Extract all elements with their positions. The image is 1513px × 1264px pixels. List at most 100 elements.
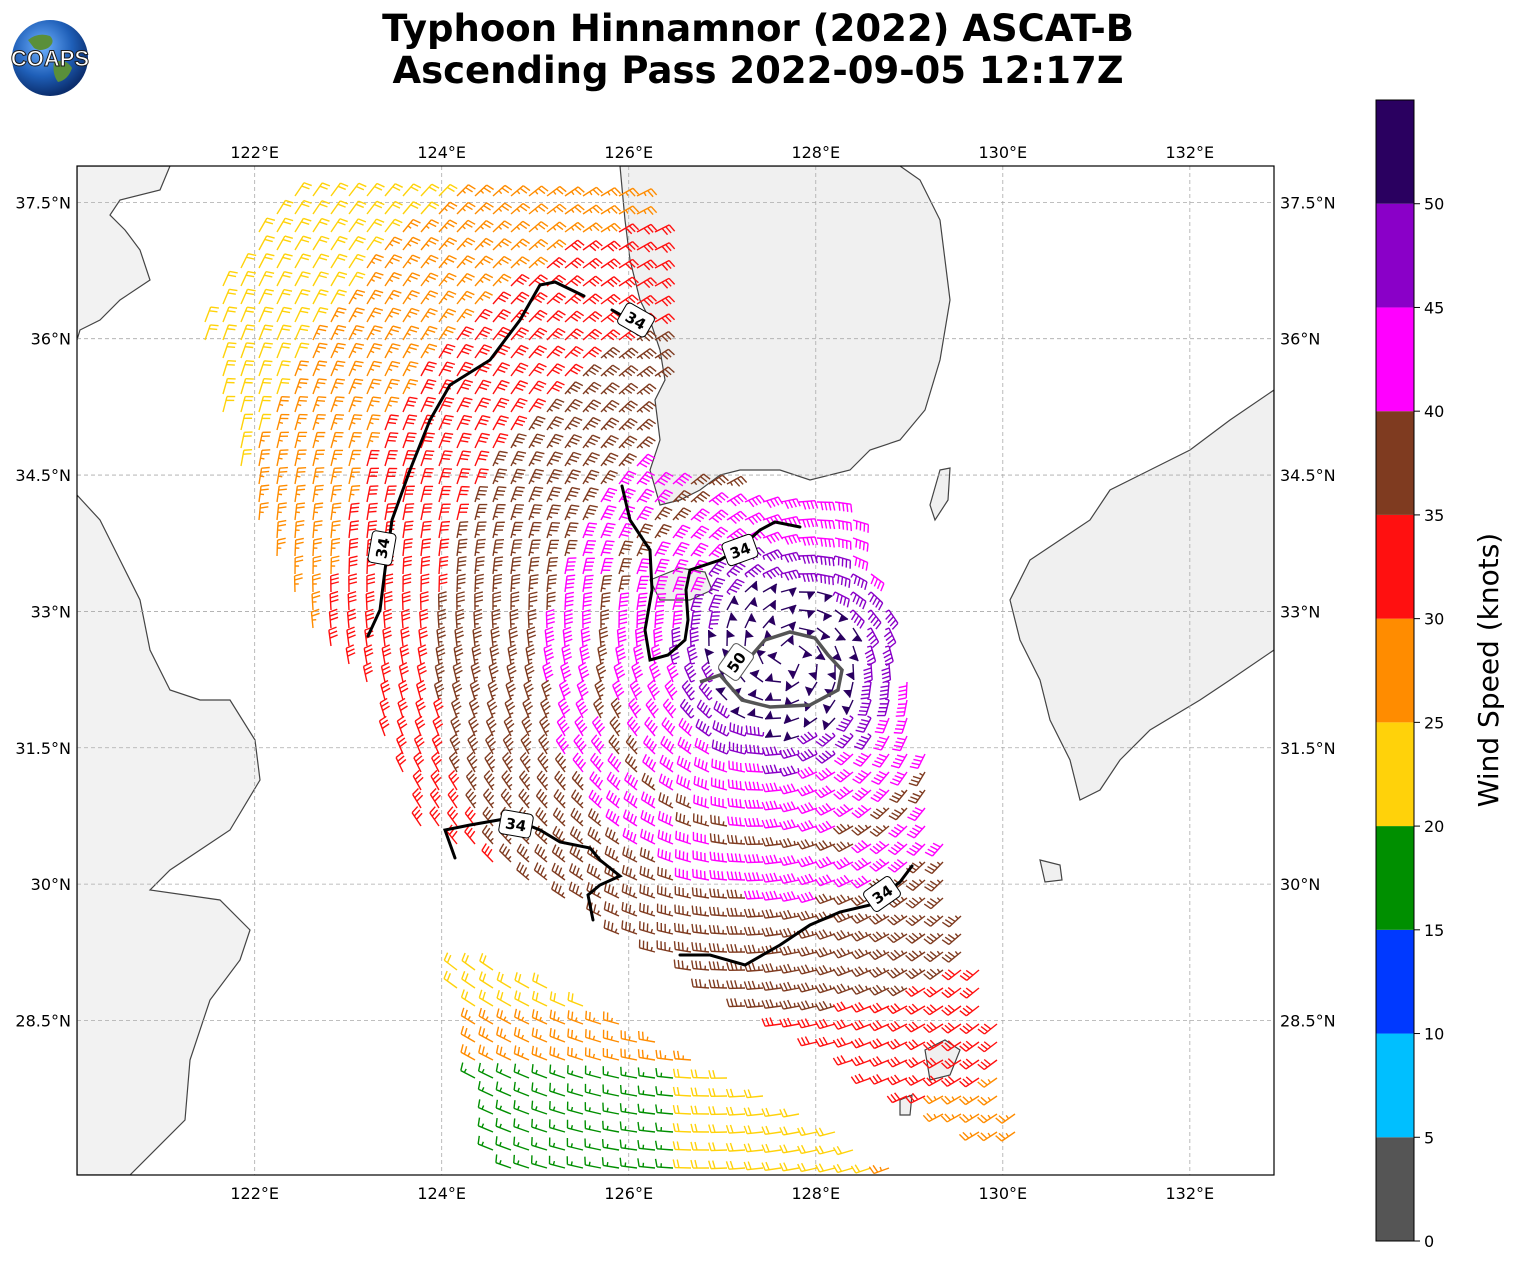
wind-barb — [222, 306, 238, 323]
wind-barb — [573, 734, 587, 755]
wind-barb — [402, 343, 419, 359]
wind-barb — [456, 450, 472, 467]
wind-barb — [778, 747, 800, 759]
wind-barb — [779, 855, 800, 867]
wind-barb — [657, 829, 674, 845]
wind-barb — [814, 820, 836, 834]
wind-barb — [762, 583, 778, 594]
wind-barb — [510, 185, 531, 197]
wind-barb — [618, 347, 639, 360]
wind-barb — [501, 770, 513, 791]
wind-barb — [546, 310, 566, 323]
wind-barb — [822, 699, 836, 714]
lon-tick-label-top: 126°E — [604, 143, 653, 162]
wind-barb — [276, 502, 287, 521]
wind-barb — [636, 401, 657, 413]
wind-barb — [420, 396, 436, 413]
wind-barb — [474, 486, 489, 503]
wind-barb — [366, 218, 385, 233]
wind-barb — [528, 574, 539, 593]
wind-barb — [395, 751, 407, 773]
wind-barb — [510, 202, 531, 215]
wind-barb — [893, 717, 908, 734]
wind-barb — [474, 591, 484, 611]
coaps-logo: COAPS — [10, 20, 90, 96]
lat-tick-label-left: 33°N — [31, 602, 71, 621]
colorbar-bin — [1376, 826, 1414, 930]
wind-barb — [822, 717, 836, 731]
wind-barb — [600, 399, 620, 413]
wind-barb — [586, 863, 602, 881]
wind-barb — [600, 204, 621, 215]
wind-barb — [582, 504, 598, 521]
wind-barb — [564, 522, 579, 539]
wind-barb — [348, 253, 366, 269]
wind-barb — [222, 377, 236, 395]
colorbar-tick-label: 20 — [1424, 817, 1444, 836]
wind-barb — [787, 663, 800, 679]
wind-barb — [492, 521, 505, 539]
wind-barb — [330, 467, 343, 485]
wind-barb — [542, 661, 554, 683]
wind-barb — [258, 324, 274, 341]
wind-barb — [864, 645, 877, 667]
lat-tick-label-right: 31.5°N — [1280, 739, 1336, 758]
wind-barb — [857, 698, 872, 716]
wind-barb — [474, 273, 494, 287]
wind-barb — [575, 697, 589, 719]
wind-barb — [456, 556, 467, 575]
wind-barb — [364, 608, 375, 629]
wind-barb — [474, 538, 486, 557]
wind-barb — [744, 580, 758, 593]
wind-barb — [814, 767, 836, 781]
wind-barb — [713, 700, 730, 719]
wind-barb — [294, 413, 308, 431]
wind-barb — [240, 360, 255, 377]
wind-barb — [258, 342, 273, 359]
wind-barb — [518, 788, 531, 809]
wind-barb — [554, 752, 567, 773]
wind-barb — [744, 762, 764, 773]
wind-barb — [851, 840, 872, 854]
wind-barb — [639, 865, 656, 881]
wind-barb — [402, 450, 417, 467]
wind-barb — [709, 851, 728, 863]
wind-barb — [798, 645, 813, 659]
wind-barb — [588, 789, 603, 809]
wind-barb — [726, 493, 748, 507]
wind-barb — [312, 324, 328, 341]
wind-barb — [546, 292, 566, 305]
lon-tick-label-top: 132°E — [1166, 143, 1215, 162]
wind-barb — [832, 841, 854, 853]
wind-barb — [330, 537, 341, 557]
wind-barb — [796, 766, 818, 779]
lat-tick-label-left: 28.5°N — [15, 1011, 71, 1030]
wind-barb — [744, 781, 764, 791]
wind-barb — [852, 537, 869, 552]
wind-barb — [456, 468, 471, 485]
wind-barb — [420, 290, 439, 305]
wind-barb — [879, 680, 890, 700]
wind-barb — [366, 307, 384, 323]
wind-barb — [485, 733, 496, 755]
wind-barb — [381, 644, 392, 665]
wind-barb — [636, 436, 656, 449]
wind-barb — [600, 522, 616, 539]
wind-barb — [796, 855, 818, 868]
wind-barb — [528, 521, 542, 539]
wind-barb — [860, 680, 872, 700]
wind-barb — [258, 235, 275, 251]
wind-barb — [431, 751, 442, 773]
wind-barb — [889, 789, 908, 804]
wind-barb — [618, 453, 637, 467]
wind-barb — [492, 202, 513, 215]
wind-barb — [294, 360, 309, 377]
wind-barb — [607, 753, 622, 773]
wind-barb — [654, 330, 676, 343]
wind-barb — [420, 325, 438, 341]
wind-barb — [536, 770, 549, 791]
wind-barb — [402, 236, 421, 251]
wind-barb — [628, 697, 642, 719]
wind-barb — [438, 237, 458, 251]
wind-barb — [276, 217, 294, 233]
